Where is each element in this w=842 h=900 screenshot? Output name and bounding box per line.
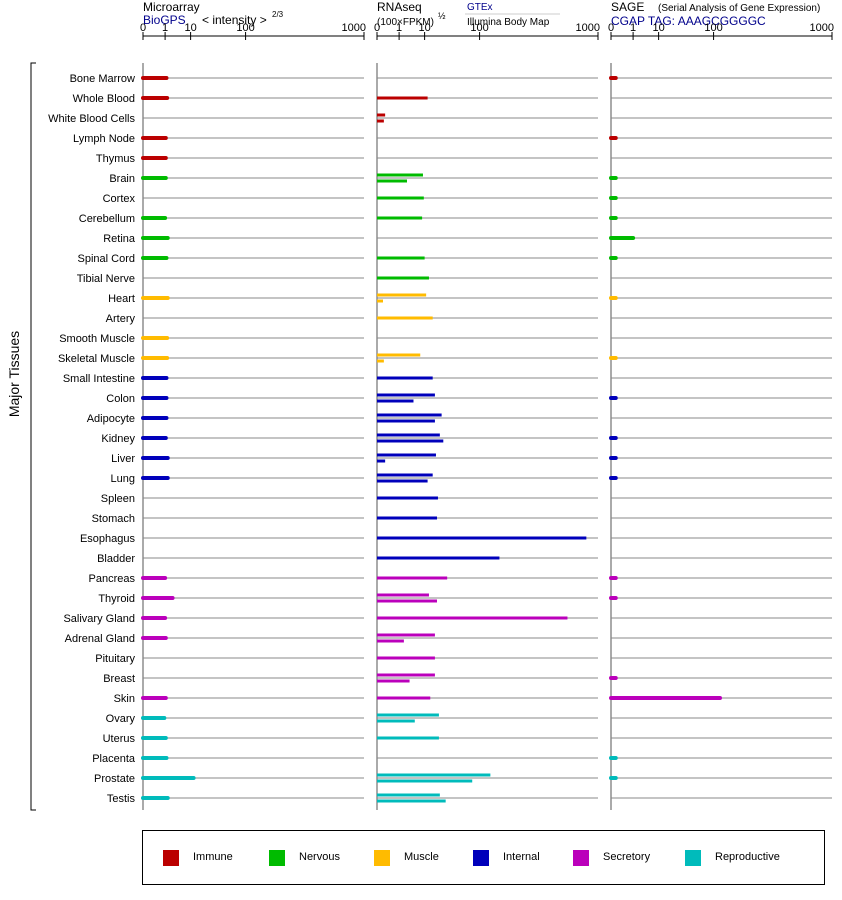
legend-swatch-nervous — [269, 850, 285, 866]
legend-swatch-reproductive — [685, 850, 701, 866]
tissue-label-cerebellum: Cerebellum — [79, 213, 135, 225]
panel-2-title: RNAseq — [377, 0, 422, 14]
tissue-label-prostate: Prostate — [94, 773, 135, 785]
panel-2-tick-label: 0 — [374, 22, 380, 34]
tissue-label-cortex: Cortex — [103, 193, 136, 205]
y-axis-bracket — [30, 62, 36, 811]
panel-3-tick-label: 10 — [652, 22, 664, 34]
legend-label-muscle: Muscle — [404, 851, 439, 863]
panel-3-tick-label: 100 — [704, 22, 722, 34]
panel-2-source-link[interactable]: GTEx — [467, 2, 493, 13]
tissue-label-bladder: Bladder — [97, 553, 135, 565]
tissue-label-pancreas: Pancreas — [89, 573, 136, 585]
tissue-label-breast: Breast — [103, 673, 135, 685]
legend-label-immune: Immune — [193, 851, 233, 863]
tissue-label-stomach: Stomach — [92, 513, 135, 525]
panel-2-tick-label: 1000 — [576, 22, 600, 34]
legend-label-nervous: Nervous — [299, 851, 340, 863]
tissue-label-skeletal-muscle: Skeletal Muscle — [58, 353, 135, 365]
panel-3-tick-label: 1000 — [810, 22, 834, 34]
tissue-label-heart: Heart — [108, 293, 135, 305]
panel-3-subtitle[interactable]: CGAP TAG: AAAGCGGGGC — [611, 14, 766, 28]
panel-3-title-note: (Serial Analysis of Gene Expression) — [658, 3, 820, 14]
panel-1-tick-label: 1 — [162, 22, 168, 34]
panel-3-tick-label: 0 — [608, 22, 614, 34]
panel-1-source[interactable]: BioGPS — [143, 13, 186, 27]
tissue-label-pituitary: Pituitary — [95, 653, 135, 665]
panel-1-tick-label: 10 — [184, 22, 196, 34]
legend-swatch-muscle — [374, 850, 390, 866]
tissue-label-adipocyte: Adipocyte — [87, 413, 135, 425]
legend-swatch-internal — [473, 850, 489, 866]
tissue-label-uterus: Uterus — [103, 733, 136, 745]
legend-label-secretory: Secretory — [603, 851, 651, 863]
tissue-label-whole-blood: Whole Blood — [73, 93, 135, 105]
panel-2-unit: (100×FPKM) — [377, 17, 434, 28]
tissue-label-thymus: Thymus — [96, 153, 136, 165]
tissue-label-adrenal-gland: Adrenal Gland — [65, 633, 135, 645]
tissue-label-white-blood-cells: White Blood Cells — [48, 113, 135, 125]
tissue-label-ovary: Ovary — [106, 713, 136, 725]
tissue-label-esophagus: Esophagus — [80, 533, 136, 545]
panel-2-unit-exponent: ½ — [438, 11, 446, 21]
tissue-label-placenta: Placenta — [92, 753, 136, 765]
tissue-label-lymph-node: Lymph Node — [73, 133, 135, 145]
panel-2-tick-label: 1 — [396, 22, 402, 34]
tissue-label-liver: Liver — [111, 453, 135, 465]
panel-3-tick-label: 1 — [630, 22, 636, 34]
panel-1-title: Microarray — [143, 0, 200, 14]
legend-swatch-secretory — [573, 850, 589, 866]
tissue-label-skin: Skin — [114, 693, 135, 705]
legend: Immune Nervous Muscle Internal Secretory… — [142, 830, 825, 885]
tissue-label-colon: Colon — [106, 393, 135, 405]
panel-2-tick-label: 100 — [470, 22, 488, 34]
panel-1-tick-label: 0 — [140, 22, 146, 34]
tissue-label-lung: Lung — [111, 473, 135, 485]
expression-chart: Microarray BioGPS < intensity > 2/3 RNAs… — [6, 0, 834, 811]
tissue-label-artery: Artery — [106, 313, 136, 325]
tissue-label-retina: Retina — [103, 233, 136, 245]
legend-swatch-immune — [163, 850, 179, 866]
panel-1-tick-label: 100 — [236, 22, 254, 34]
tissue-label-tibial-nerve: Tibial Nerve — [77, 273, 135, 285]
chart-dynamic-layer: 0 1 10 100 1000 0 1 10 100 1000 0 1 10 100 1000 Bone Ma… — [48, 22, 834, 810]
panel-3-title: SAGE — [611, 0, 644, 14]
tissue-label-thyroid: Thyroid — [98, 593, 135, 605]
tissue-label-smooth-muscle: Smooth Muscle — [59, 333, 135, 345]
tissue-label-kidney: Kidney — [101, 433, 135, 445]
tissue-label-brain: Brain — [109, 173, 135, 185]
tissue-label-spleen: Spleen — [101, 493, 135, 505]
legend-label-internal: Internal — [503, 851, 540, 863]
panel-2-tick-label: 10 — [418, 22, 430, 34]
tissue-label-salivary-gland: Salivary Gland — [63, 613, 135, 625]
panel-2-source-sub: Illumina Body Map — [467, 17, 550, 28]
panel-1-tick-label: 1000 — [342, 22, 366, 34]
legend-label-reproductive: Reproductive — [715, 851, 780, 863]
tissue-label-spinal-cord: Spinal Cord — [78, 253, 135, 265]
tissue-label-bone-marrow: Bone Marrow — [70, 73, 135, 85]
panel-1-metric-exponent: 2/3 — [272, 10, 284, 19]
tissue-label-testis: Testis — [107, 793, 136, 805]
y-axis-label: Major Tissues — [6, 331, 22, 417]
panel-1-metric: < intensity > — [202, 13, 267, 27]
tissue-label-small-intestine: Small Intestine — [63, 373, 135, 385]
